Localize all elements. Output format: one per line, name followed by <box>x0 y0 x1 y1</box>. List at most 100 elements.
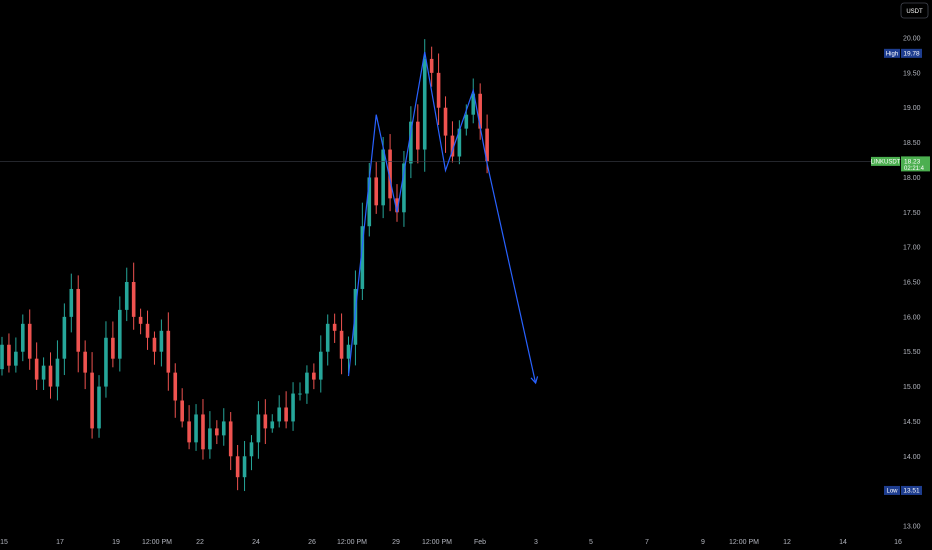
candle-body <box>55 358 60 387</box>
price-axis[interactable]: 13.0013.5014.0014.5015.0015.5016.0016.50… <box>903 36 921 531</box>
candle <box>291 382 295 431</box>
candle <box>131 262 136 330</box>
candle-body <box>124 282 129 310</box>
candle-body <box>201 414 205 450</box>
candle-body <box>416 121 420 150</box>
candle <box>104 321 108 398</box>
candle <box>118 296 122 372</box>
candle-body <box>457 128 462 157</box>
candle-body <box>131 282 136 317</box>
candle <box>41 357 46 390</box>
last-price-value: 18.23 <box>904 158 921 165</box>
candle <box>76 275 81 373</box>
candle <box>34 342 39 390</box>
candle <box>416 104 420 164</box>
candle-body <box>346 344 351 359</box>
x-tick-label: 12:00 PM <box>337 539 367 546</box>
candle <box>14 337 18 373</box>
candle-body <box>208 428 212 450</box>
high-value-box <box>901 48 922 58</box>
candle-body <box>215 428 219 436</box>
candle-body <box>318 351 323 380</box>
candle <box>332 313 337 343</box>
candle-body <box>325 323 330 352</box>
low-value: 13.51 <box>903 488 920 495</box>
candle-body <box>263 414 268 429</box>
candle <box>215 420 219 445</box>
high-value: 19.78 <box>903 51 920 58</box>
candle <box>374 162 379 214</box>
candle <box>20 314 25 362</box>
candle-body <box>381 149 385 206</box>
candle-body <box>118 309 122 359</box>
candle-body <box>291 393 295 422</box>
candle <box>381 136 385 219</box>
candle <box>388 134 392 212</box>
x-tick-label: Feb <box>474 539 486 546</box>
y-tick-label: 18.00 <box>903 175 921 182</box>
high-tag: High 19.78 <box>884 48 922 58</box>
high-label-box <box>884 48 900 58</box>
candle <box>173 363 178 418</box>
currency-button[interactable]: USDT <box>900 2 929 19</box>
y-tick-label: 15.00 <box>903 384 921 391</box>
candle <box>194 404 198 451</box>
candle-body <box>409 121 413 164</box>
candle-body <box>221 421 226 436</box>
y-tick-label: 19.00 <box>903 105 921 112</box>
candle-body <box>256 414 261 443</box>
time-axis[interactable]: 15 17 19 12:00 PM 22 24 26 12:00 PM 29 12:00 PM Fe… <box>0 539 902 546</box>
low-tag: Low 13.51 <box>884 485 922 495</box>
x-tick-label: 15 <box>0 539 8 546</box>
candle <box>159 319 164 367</box>
candle <box>312 363 316 390</box>
currency-button-label: USDT <box>906 9 923 15</box>
candle-body <box>76 288 81 352</box>
low-value-box <box>901 485 922 495</box>
candle <box>450 121 455 163</box>
candle-body <box>429 58 434 73</box>
candle <box>27 309 32 370</box>
x-tick-label: 3 <box>534 539 538 546</box>
candle <box>55 340 60 401</box>
candle-body <box>145 323 150 338</box>
projection-arrowhead <box>530 376 539 385</box>
candle <box>360 202 365 300</box>
candle <box>249 435 254 471</box>
candle-body <box>436 72 441 108</box>
candle-body <box>270 421 275 429</box>
candle <box>436 53 441 125</box>
last-price-box <box>901 156 930 172</box>
x-tick-label: 7 <box>645 539 649 546</box>
x-tick-label: 5 <box>589 539 593 546</box>
y-tick-label: 20.00 <box>903 36 921 43</box>
candle-body <box>298 393 302 395</box>
candle-body <box>48 365 53 387</box>
candle-body <box>478 93 482 129</box>
candle-body <box>62 316 67 359</box>
x-tick-label: 19 <box>112 539 120 546</box>
candle-body <box>173 372 178 401</box>
candle-body <box>353 288 358 345</box>
candle <box>471 78 476 124</box>
x-tick-label: 29 <box>392 539 400 546</box>
candles <box>0 39 489 492</box>
x-tick-label: 12:00 PM <box>422 539 452 546</box>
candle-body <box>34 358 39 380</box>
candle <box>443 96 448 153</box>
candle <box>298 382 302 401</box>
currency-button-frame <box>900 2 929 19</box>
candle-body <box>374 177 379 206</box>
candle <box>346 336 351 374</box>
candle <box>256 401 261 459</box>
candle-body <box>402 163 406 213</box>
candle-body <box>249 442 254 457</box>
candle-body <box>0 344 4 370</box>
candle-body <box>166 330 171 373</box>
candle-body <box>69 288 74 317</box>
candle-body <box>471 93 476 115</box>
candle <box>242 440 247 492</box>
candle <box>90 352 94 439</box>
